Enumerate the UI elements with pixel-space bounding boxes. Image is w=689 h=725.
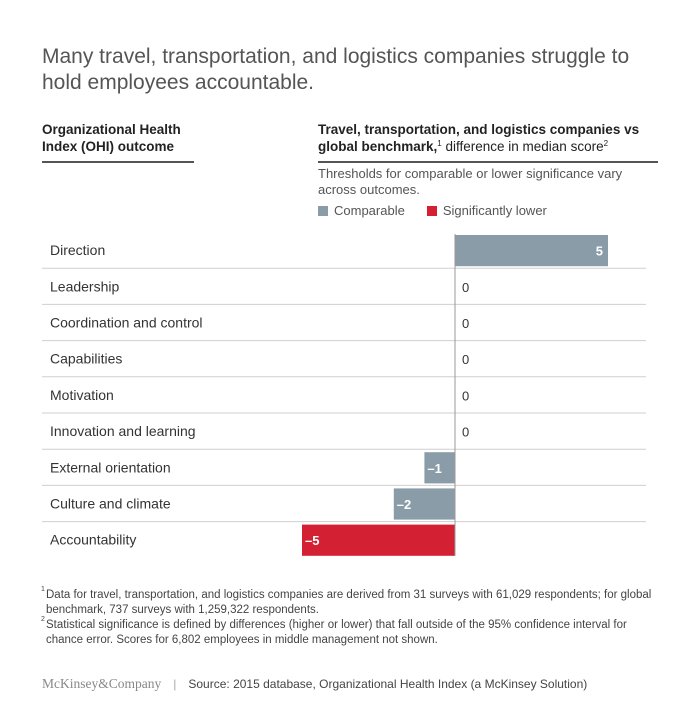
- value-label-capabilities: 0: [462, 352, 469, 367]
- column-header-outcome: Organizational Health Index (OHI) outcom…: [42, 121, 194, 163]
- category-label-motivation: Motivation: [50, 387, 114, 403]
- footer: McKinsey&Company | Source: 2015 database…: [42, 676, 587, 692]
- category-label-innovation-and-learning: Innovation and learning: [50, 423, 196, 439]
- category-label-leadership: Leadership: [50, 278, 119, 294]
- header-bold-text: Travel, transportation, and logistics co…: [318, 122, 640, 154]
- source-note: Source: 2015 database, Organizational He…: [188, 677, 588, 691]
- category-label-direction: Direction: [50, 242, 105, 258]
- bar-external-orientation: [424, 452, 455, 484]
- footnote-2-text: Statistical significance is defined by d…: [46, 619, 627, 646]
- thresholds-note: Thresholds for comparable or lower signi…: [318, 166, 623, 197]
- footnotes: 1 Data for travel, transportation, and lo…: [41, 586, 662, 648]
- legend-label-comparable: Comparable: [334, 203, 405, 218]
- legend: Comparable Significantly lower: [318, 203, 569, 218]
- value-label-coordination-and-control: 0: [462, 316, 469, 331]
- footnote-1-text: Data for travel, transportation, and log…: [46, 589, 652, 616]
- footer-separator: |: [173, 677, 177, 691]
- legend-swatch-comparable: [318, 205, 328, 216]
- footnote-1: 1 Data for travel, transportation, and lo…: [41, 586, 662, 618]
- mckinsey-logo: McKinsey&Company: [42, 676, 162, 691]
- footnote-ref-2: 2: [603, 139, 609, 148]
- value-label-direction: 5: [596, 244, 603, 259]
- value-label-motivation: 0: [462, 388, 469, 403]
- category-label-accountability: Accountability: [50, 532, 136, 548]
- legend-item-comparable: Comparable: [318, 203, 405, 218]
- column-header-benchmark: Travel, transportation, and logistics co…: [318, 121, 658, 163]
- value-label-accountability: –5: [305, 533, 319, 548]
- value-label-innovation-and-learning: 0: [462, 425, 469, 440]
- legend-label-significantly-lower: Significantly lower: [442, 203, 547, 218]
- value-label-external-orientation: –1: [427, 461, 441, 476]
- footnote-1-mark: 1: [41, 586, 45, 593]
- category-label-external-orientation: External orientation: [50, 459, 171, 475]
- footnote-ref-1: 1: [437, 139, 442, 148]
- footnote-2: 2 Statistical significance is defined by …: [41, 616, 662, 648]
- value-label-culture-and-climate: –2: [397, 497, 411, 512]
- legend-item-significantly-lower: Significantly lower: [426, 203, 547, 218]
- category-label-capabilities: Capabilities: [50, 351, 122, 367]
- category-label-culture-and-climate: Culture and climate: [50, 496, 171, 512]
- chart-title: Many travel, transportation, and logisti…: [42, 45, 630, 94]
- bar-culture-and-climate: [393, 488, 455, 520]
- bar-accountability: [302, 524, 455, 556]
- value-label-leadership: 0: [462, 280, 469, 295]
- bar-direction: [455, 235, 608, 267]
- footnote-2-mark: 2: [41, 616, 45, 623]
- category-label-coordination-and-control: Coordination and control: [50, 315, 203, 331]
- header-normal-text: difference in median score: [441, 139, 604, 154]
- legend-swatch-significantly-lower: [426, 205, 437, 216]
